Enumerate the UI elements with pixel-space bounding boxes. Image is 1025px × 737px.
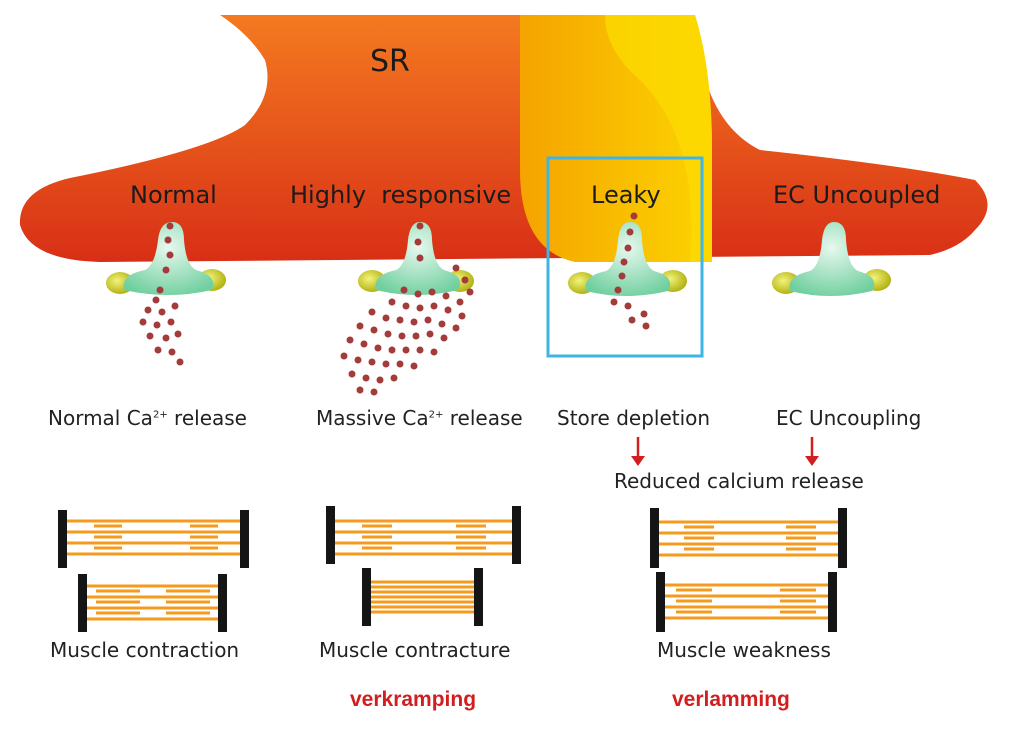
release-label-massive: Massive Ca2+ release bbox=[316, 406, 523, 430]
arrow-ec-uncoupling bbox=[805, 437, 819, 466]
arrow-store-depletion bbox=[631, 437, 645, 466]
outcome-label-contraction: Muscle contraction bbox=[50, 638, 240, 662]
outcome-label-contracture: Muscle contracture bbox=[319, 638, 511, 662]
ryr-channel-leaky bbox=[568, 222, 687, 296]
calcium-dots-normal bbox=[139, 222, 184, 366]
sarcomere-contracture-top bbox=[326, 506, 521, 564]
release-label-store-depletion: Store depletion bbox=[557, 406, 711, 430]
calcium-dots-leak bbox=[610, 212, 650, 330]
reduced-calcium-release-label: Reduced calcium release bbox=[614, 469, 864, 493]
calcium-dots-massive bbox=[340, 222, 474, 396]
channel-label-ec-uncoupled: EC Uncoupled bbox=[773, 181, 941, 209]
channel-label-normal: Normal bbox=[130, 181, 217, 209]
outcome-label-weakness: Muscle weakness bbox=[657, 638, 831, 662]
leak-core bbox=[605, 15, 712, 262]
release-label-normal: Normal Ca2+ release bbox=[48, 406, 247, 430]
channel-label-highly-responsive: Highly responsive bbox=[290, 181, 512, 209]
channel-label-leaky: Leaky bbox=[591, 181, 661, 209]
highlight-box bbox=[546, 156, 704, 358]
dutch-term-verkramping: verkramping bbox=[350, 688, 477, 711]
sarcomere-contraction-top bbox=[58, 510, 249, 568]
sarcomere-contraction-bottom bbox=[78, 574, 227, 632]
ryr-channel-normal bbox=[106, 222, 226, 295]
sr-label: SR bbox=[370, 44, 410, 79]
release-label-ec-uncoupling: EC Uncoupling bbox=[776, 406, 922, 430]
dutch-term-verlamming: verlamming bbox=[672, 688, 790, 711]
sarcomere-weakness-bottom bbox=[656, 572, 837, 632]
ryr-channel-ec-uncoupled bbox=[772, 222, 891, 296]
sarcomere-contracture-bottom bbox=[362, 568, 483, 626]
sarcomere-weakness-top bbox=[650, 508, 847, 568]
sr-membrane bbox=[19, 15, 988, 262]
